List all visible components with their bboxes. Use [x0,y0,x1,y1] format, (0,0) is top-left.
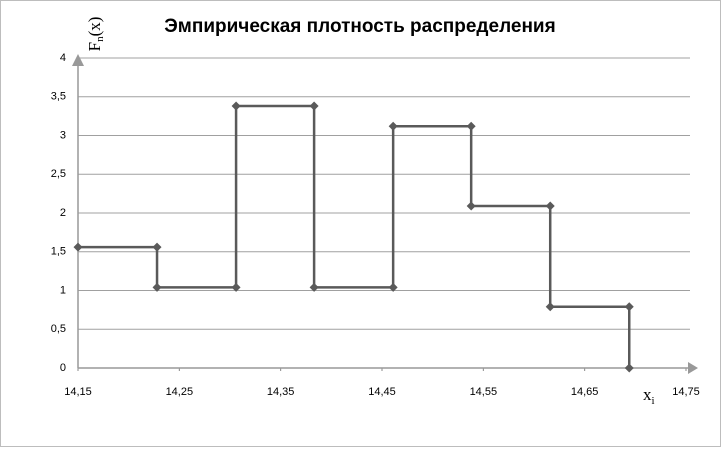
marker [466,121,476,131]
y-tick-label: 0,5 [51,323,66,335]
y-tick-label: 3,5 [51,91,66,103]
marker [545,302,555,312]
x-axis-label: xi [643,385,655,407]
x-tick-label: 14,35 [267,386,295,398]
y-tick-label: 3 [60,129,66,141]
marker [309,101,319,111]
marker [388,121,398,131]
y-tick-label: 4 [60,52,66,64]
x-label-sub: i [652,395,655,407]
marker [624,302,634,312]
x-tick-label: 14,15 [64,386,92,398]
y-tick-label: 0 [60,362,66,374]
x-tick-label: 14,45 [368,386,396,398]
marker [73,242,83,252]
marker [231,101,241,111]
marker [466,201,476,211]
marker [309,282,319,292]
marker [152,242,162,252]
chart-title: Эмпирическая плотность распределения [164,16,555,37]
y-axis-label: Fn(x) [85,17,106,52]
y-label-tail: (x) [85,17,104,37]
x-tick-label: 14,25 [166,386,194,398]
marker [624,363,634,373]
y-tick-label: 1,5 [51,246,66,258]
marker [231,282,241,292]
y-label-main: F [85,42,104,51]
x-axis-arrow [688,362,698,374]
marker [152,282,162,292]
marker [545,201,555,211]
marker [388,282,398,292]
step-line [78,104,630,309]
y-axis-arrow [72,54,84,66]
y-tick-label: 1 [60,284,66,296]
x-tick-label: 14,75 [672,386,700,398]
y-label-sub: n [94,36,106,42]
y-tick-label: 2,5 [51,168,66,180]
x-tick-label: 14,65 [571,386,599,398]
y-tick-label: 2 [60,207,66,219]
x-tick-label: 14,55 [470,386,498,398]
x-label-main: x [643,385,652,404]
